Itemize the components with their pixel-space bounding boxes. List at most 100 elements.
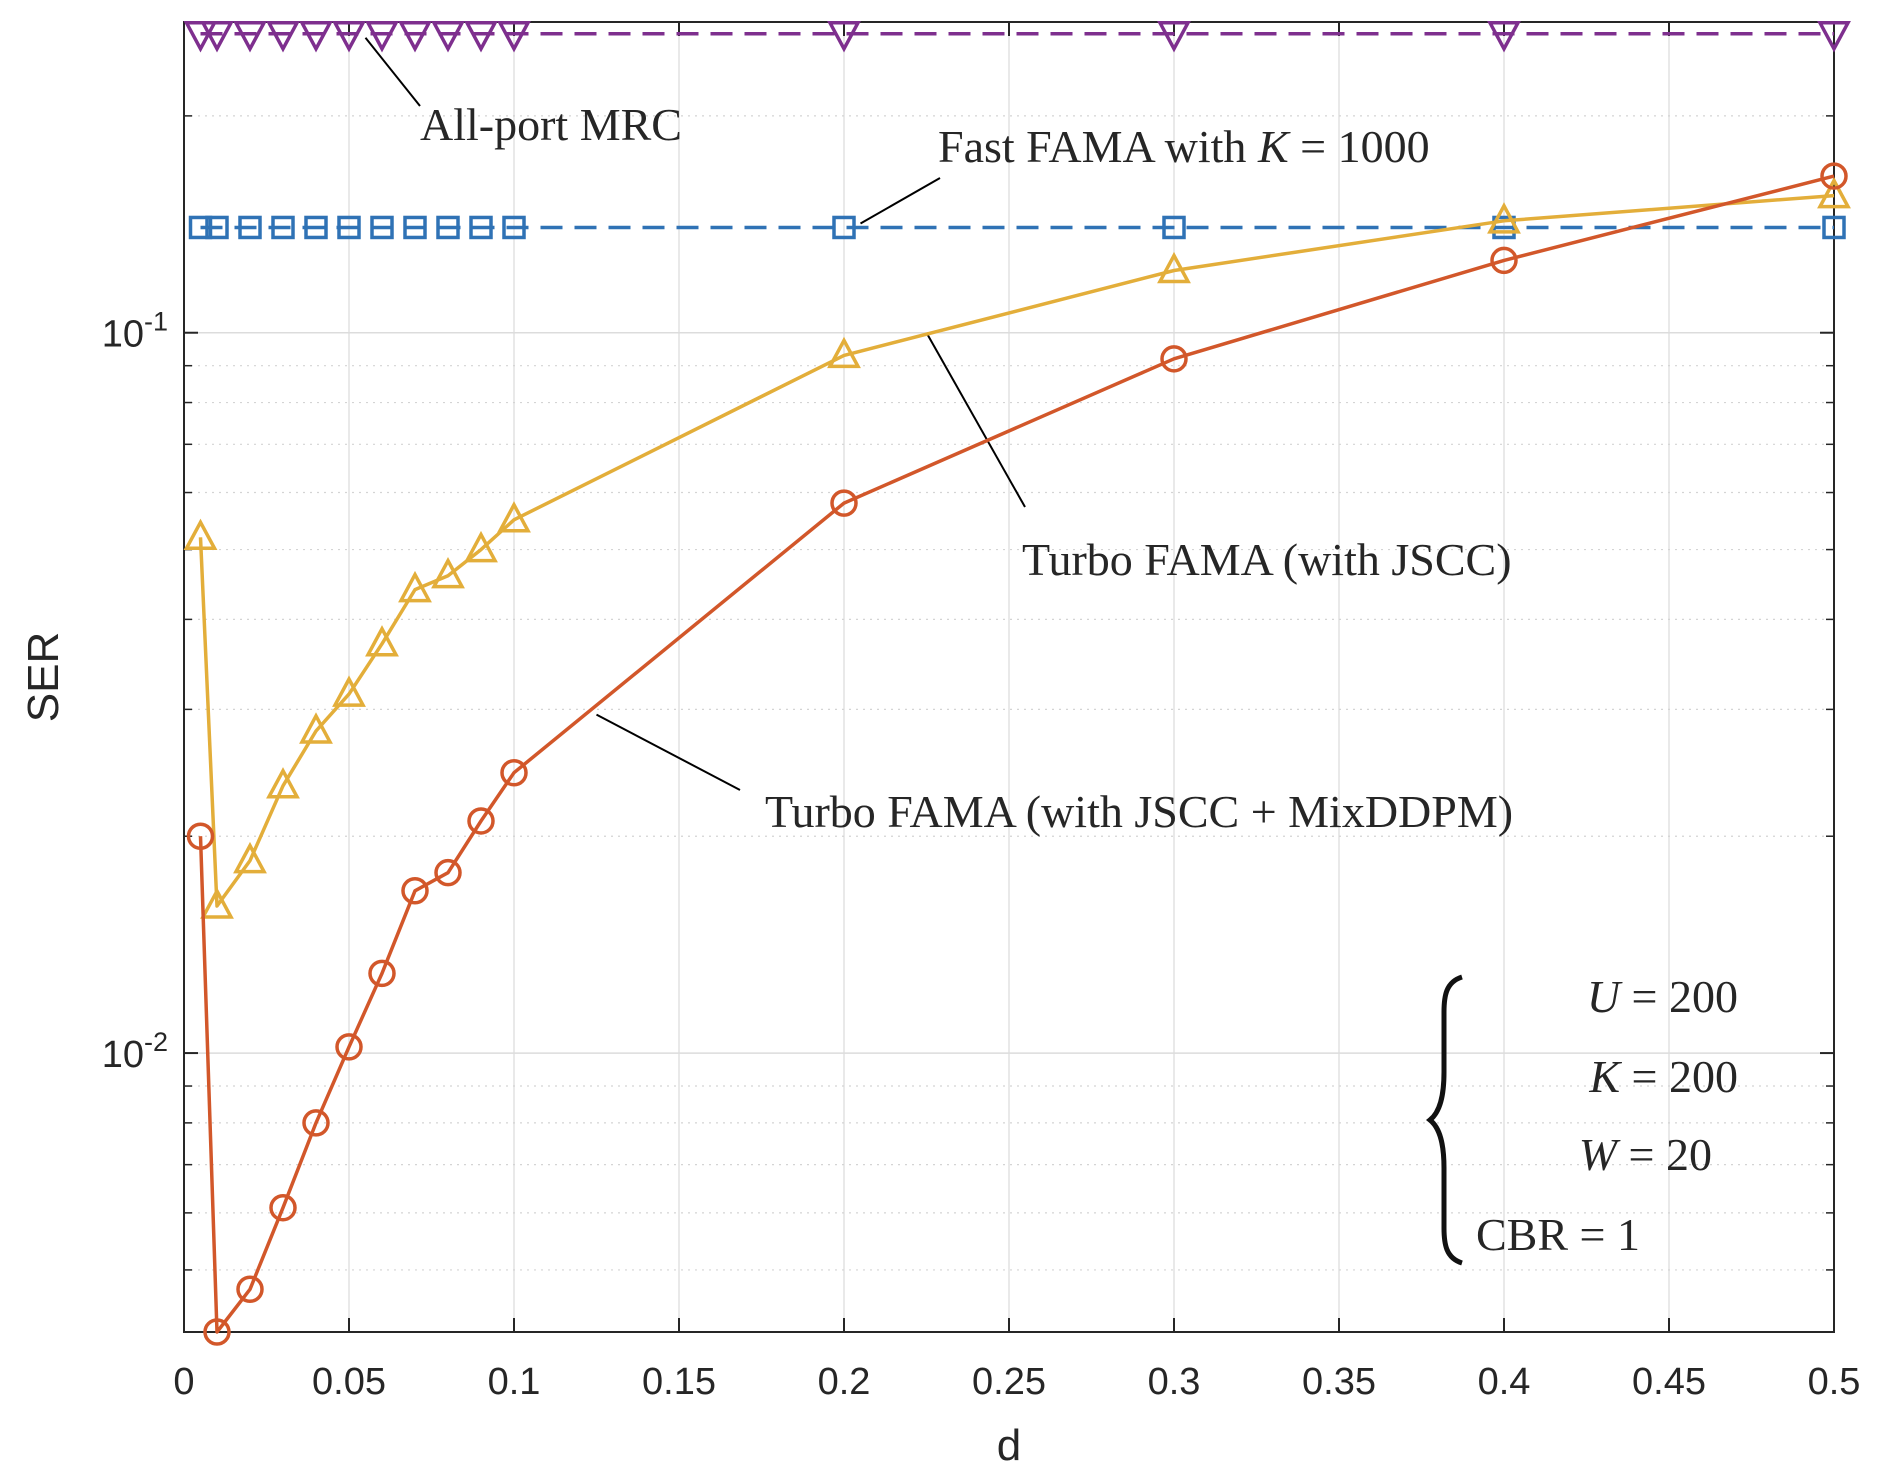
leader-fast-fama — [860, 177, 941, 225]
data-point — [431, 21, 465, 53]
series-line — [198, 174, 1835, 1334]
data-point — [370, 215, 394, 240]
parameter-u-variable: U — [1587, 971, 1623, 1022]
parameter-k: K = 200 — [1588, 1051, 1738, 1102]
parameter-cbr-value: CBR = 1 — [1476, 1209, 1640, 1260]
data-point — [299, 21, 333, 53]
data-series — [183, 21, 1851, 1346]
x-tick-label: 0.2 — [818, 1361, 871, 1403]
data-point — [1162, 215, 1186, 240]
data-point — [467, 807, 495, 835]
data-point — [500, 758, 528, 787]
data-point — [469, 215, 493, 240]
data-point — [1157, 251, 1191, 284]
data-point — [205, 215, 229, 240]
y-axis-label: SER — [19, 632, 68, 722]
data-point — [431, 556, 465, 589]
x-tick-label: 0.25 — [972, 1361, 1046, 1403]
data-point — [266, 767, 300, 799]
annotation-fast-fama-prefix: Fast FAMA with — [938, 121, 1258, 172]
parameter-list: U = 200 K = 200 W = 20 CBR = 1 — [1476, 971, 1738, 1260]
data-point — [497, 501, 531, 533]
data-point — [497, 21, 531, 53]
data-point — [398, 570, 432, 603]
data-point — [464, 21, 498, 53]
data-point — [1822, 215, 1846, 240]
x-tick-label: 0.3 — [1148, 1361, 1201, 1403]
data-point — [403, 215, 427, 240]
data-point — [1487, 21, 1521, 53]
data-point — [186, 822, 215, 850]
leader-all-port-mrc — [364, 37, 421, 107]
x-tick-label: 0 — [173, 1361, 194, 1403]
data-point — [200, 21, 234, 53]
data-point — [337, 215, 361, 240]
data-point — [830, 489, 858, 517]
x-tick-label: 0.15 — [642, 1361, 716, 1403]
data-point — [436, 215, 460, 240]
y-tick-label: 10-1 — [102, 307, 168, 356]
x-tick-label: 0.1 — [488, 1361, 541, 1403]
y-tick-label-base: 10 — [102, 314, 144, 356]
parameter-u-value: = 200 — [1620, 971, 1738, 1022]
data-point — [236, 1275, 264, 1304]
data-point — [233, 841, 267, 874]
data-point — [1817, 176, 1851, 209]
data-point — [271, 215, 295, 240]
data-point — [1160, 345, 1188, 373]
data-point — [368, 959, 396, 988]
data-point — [188, 215, 213, 240]
data-point — [266, 21, 300, 53]
series-3 — [186, 162, 1848, 1346]
data-point — [200, 887, 234, 919]
data-point — [401, 877, 429, 905]
data-point — [299, 712, 333, 744]
x-tick-label: 0.4 — [1478, 1361, 1531, 1403]
series-line — [198, 193, 1835, 908]
annotation-turbo-fama-jscc: Turbo FAMA (with JSCC) — [1022, 534, 1512, 585]
data-point — [302, 1109, 330, 1137]
data-point — [203, 1318, 231, 1346]
parameter-cbr: CBR = 1 — [1476, 1209, 1640, 1260]
y-tick-label: 10-2 — [102, 1027, 168, 1076]
data-point — [238, 215, 262, 240]
data-point — [304, 215, 328, 240]
y-tick-label-base: 10 — [102, 1034, 144, 1076]
x-tick-labels: 0 0.05 0.1 0.15 0.2 0.25 0.3 0.35 0.4 0.45 0.5 — [173, 1361, 1860, 1403]
data-point — [1820, 162, 1848, 190]
series-2 — [183, 176, 1851, 919]
annotation-fast-fama-value: = 1000 — [1289, 121, 1430, 172]
annotation-fast-fama: Fast FAMA with K = 1000 — [938, 121, 1430, 172]
data-point — [365, 625, 399, 657]
data-point — [332, 21, 366, 53]
data-point — [1817, 21, 1851, 53]
parameter-w-value: = 20 — [1617, 1129, 1712, 1180]
leader-turbo-fama-mixddpm — [596, 713, 741, 791]
parameter-brace — [1426, 974, 1463, 1266]
x-tick-label: 0.35 — [1302, 1361, 1376, 1403]
data-point — [464, 530, 498, 563]
parameter-k-value: = 200 — [1620, 1051, 1738, 1102]
annotation-fast-fama-variable: K — [1257, 121, 1291, 172]
data-point — [365, 21, 399, 53]
data-point — [332, 675, 366, 707]
y-tick-labels: 10-210-1 — [102, 307, 168, 1076]
data-point — [183, 518, 218, 551]
data-point — [335, 1033, 363, 1061]
x-tick-label: 0.05 — [312, 1361, 386, 1403]
y-tick-label-exponent: -1 — [144, 307, 168, 337]
parameter-w-variable: W — [1579, 1129, 1621, 1180]
leader-turbo-fama-jscc — [925, 332, 1026, 508]
parameter-u: U = 200 — [1587, 971, 1738, 1022]
data-point — [398, 21, 432, 53]
data-point — [827, 336, 861, 369]
data-point — [1487, 202, 1521, 234]
annotation-all-port-mrc: All-port MRC — [420, 99, 682, 150]
data-point — [269, 1193, 297, 1222]
annotation-leader-lines — [364, 37, 1026, 791]
parameter-w: W = 20 — [1579, 1129, 1712, 1180]
data-point — [1490, 246, 1518, 275]
parameter-k-variable: K — [1588, 1051, 1622, 1102]
y-tick-label-exponent: -2 — [144, 1027, 168, 1057]
